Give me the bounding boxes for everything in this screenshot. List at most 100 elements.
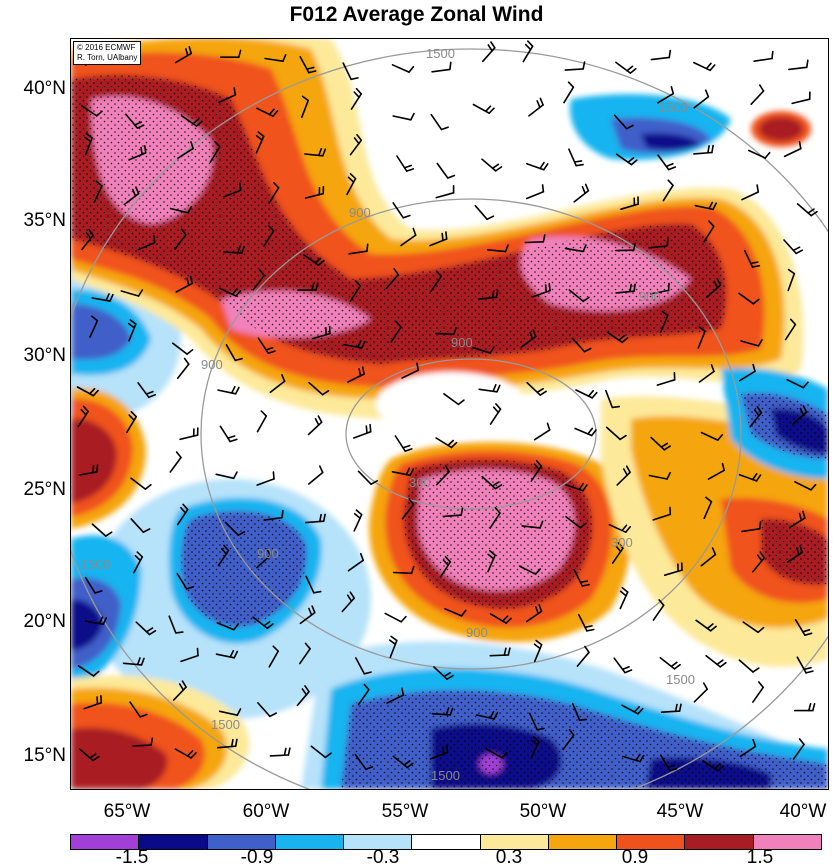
wind-barb-feather <box>407 169 414 171</box>
credit-box: © 2016 ECMWF R. Torn, UAlbany <box>73 41 141 65</box>
wind-barb-feather <box>666 164 673 167</box>
wind-barb-shaft <box>753 687 763 702</box>
wind-barb-feather <box>583 187 586 194</box>
wind-barb-feather <box>356 510 361 514</box>
wind-barb-shaft <box>616 62 631 73</box>
range-ring-label: 300 <box>409 475 431 490</box>
wind-barb-shaft <box>216 474 234 478</box>
wind-barb-feather <box>807 60 808 67</box>
wind-barb-feather <box>486 106 491 111</box>
wind-barb-feather <box>187 350 193 354</box>
wind-barb-feather <box>145 146 146 153</box>
wind-barb-feather <box>800 739 804 744</box>
wind-barb-feather <box>592 393 597 398</box>
range-ring-label: 900 <box>639 289 661 304</box>
wind-barb-shaft <box>614 658 625 672</box>
wind-barb-feather <box>586 184 589 190</box>
wind-barb-shaft <box>309 473 323 485</box>
wind-barb-shaft <box>785 149 801 157</box>
wind-barb-feather <box>282 511 283 518</box>
wind-barb-feather <box>401 617 406 622</box>
wind-barb-shaft <box>432 69 450 71</box>
wind-barb-feather <box>526 45 531 50</box>
wind-barb-feather <box>355 514 360 519</box>
wind-barb-feather <box>669 167 676 170</box>
wind-barb-shaft <box>694 689 707 702</box>
lon-label-50w: 50°W <box>503 802 583 822</box>
wind-barb-shaft <box>133 745 151 746</box>
colorbar-segment <box>685 835 753 849</box>
wind-barb-feather <box>585 647 589 653</box>
wind-barb-shaft <box>653 605 663 620</box>
wind-barb-feather <box>154 236 155 243</box>
range-ring-label: 1500 <box>666 672 695 687</box>
lon-label-65w: 65°W <box>87 802 167 822</box>
wind-barb-feather <box>548 423 550 430</box>
colorbar-label-neg0-3: -0.3 <box>348 848 418 868</box>
wind-barb-feather <box>668 180 673 185</box>
wind-barb-feather <box>198 649 199 656</box>
wind-barb-feather <box>540 163 544 169</box>
wind-barb-feather <box>284 748 286 755</box>
colorbar-label-neg0-9: -0.9 <box>222 848 292 868</box>
wind-barb-shaft <box>754 59 772 62</box>
colorbar-segment <box>412 835 480 849</box>
wind-barb-feather <box>442 127 449 129</box>
wind-barb-feather <box>442 234 443 241</box>
wind-barb-feather <box>621 591 626 595</box>
wind-barb-feather <box>546 285 547 292</box>
wind-barb-feather <box>757 185 758 192</box>
wind-barb-feather <box>588 428 592 434</box>
wind-barb-feather <box>370 425 371 432</box>
wind-barb-shaft <box>490 655 508 656</box>
wind-barb-feather <box>411 114 414 120</box>
wind-barb-feather <box>261 411 266 416</box>
lat-label-40n: 40°N <box>0 79 66 99</box>
wind-barb-feather <box>409 67 413 72</box>
wind-barb-feather <box>448 176 455 179</box>
wind-barb-feather <box>759 682 763 687</box>
wind-barb-feather <box>632 160 637 165</box>
range-ring-label: 1500 <box>659 100 688 115</box>
colorbar-label-0-9: 0.9 <box>600 848 670 868</box>
wind-barb-feather <box>273 472 274 479</box>
wind-barb-shaft <box>393 116 411 120</box>
wind-barb-feather <box>446 232 447 239</box>
wind-barb-feather <box>405 449 412 451</box>
lat-label-35n: 35°N <box>0 211 66 231</box>
wind-barb-feather <box>236 388 239 394</box>
wind-barb-feather <box>540 391 546 395</box>
wind-barb-feather <box>288 748 290 755</box>
wind-barb-feather <box>576 165 583 166</box>
wind-barb-feather <box>320 466 323 472</box>
wind-barb-shaft <box>395 436 405 451</box>
wind-barb-feather <box>185 359 189 365</box>
wind-barb-shaft <box>527 192 544 199</box>
range-ring-label: 900 <box>466 625 488 640</box>
wind-barb-feather <box>351 78 358 79</box>
wind-barb-feather <box>447 746 448 753</box>
wind-barb-feather <box>443 747 444 754</box>
wind-barb-shaft <box>178 364 189 378</box>
wind-barb-shaft <box>180 435 198 439</box>
wind-barb-feather <box>612 407 619 408</box>
colorbar-segment <box>276 835 344 849</box>
wind-barb-feather <box>765 153 770 158</box>
wind-barb-feather <box>708 146 709 153</box>
wind-barb-feather <box>240 183 241 190</box>
wind-barb-feather <box>403 446 410 448</box>
lon-label-60w: 60°W <box>226 802 306 822</box>
wind-barb-feather <box>667 239 668 246</box>
wind-barb-feather <box>704 683 707 689</box>
wind-barb-feather <box>493 291 494 298</box>
wind-barb-feather <box>176 632 183 633</box>
wind-barb-shaft <box>437 164 448 179</box>
wind-barb-feather <box>569 82 574 87</box>
wind-barb-feather <box>793 247 799 250</box>
wind-barb-feather <box>627 66 633 70</box>
colorbar-label-0-3: 0.3 <box>474 848 544 868</box>
wind-barb-shaft <box>170 458 181 473</box>
wind-barb-feather <box>712 146 713 153</box>
lon-label-45w: 45°W <box>640 802 720 822</box>
